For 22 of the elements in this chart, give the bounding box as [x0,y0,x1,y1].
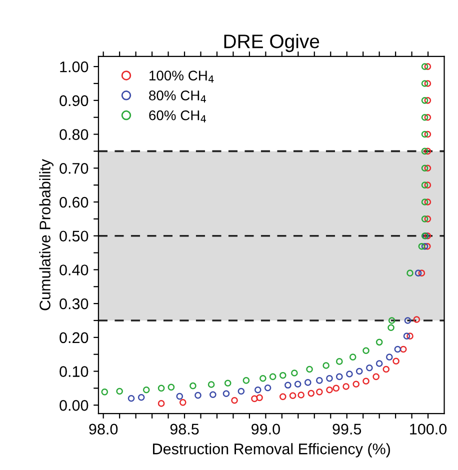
y-tick-label: 0.40 [60,264,88,276]
y-tick-label: 0.80 [60,129,88,140]
y-tick-label: 0.50 [60,230,88,242]
x-tick-label: 98.5 [170,424,199,435]
y-tick-label: 0.90 [60,95,88,106]
y-axis-title: Cumulative Probability [39,159,54,310]
y-tick-label: 0.00 [60,400,88,411]
y-tick-label: 1.00 [60,61,88,72]
legend-label: 100% CH$_{4}$ [150,70,214,83]
x-tick-label: 98.0 [89,424,118,435]
x-axis-title: Destruction Removal Efficiency (%) [153,443,390,458]
y-tick-label: 0.10 [60,366,88,377]
chart-title: DRE Ogive [224,34,320,52]
y-tick-label: 0.60 [60,196,88,208]
legend-label: 80% CH$_{4}$ [149,90,206,102]
x-tick-label: 99.5 [332,424,362,435]
y-tick-label: 0.70 [60,163,88,174]
x-tick-label: 100.0 [410,424,447,435]
x-tick-label: 99.0 [252,424,280,435]
legend-label: 60% CH$_{4}$ [149,110,206,122]
y-tick-label: 0.20 [60,332,88,344]
y-tick-label: 0.30 [60,298,88,310]
